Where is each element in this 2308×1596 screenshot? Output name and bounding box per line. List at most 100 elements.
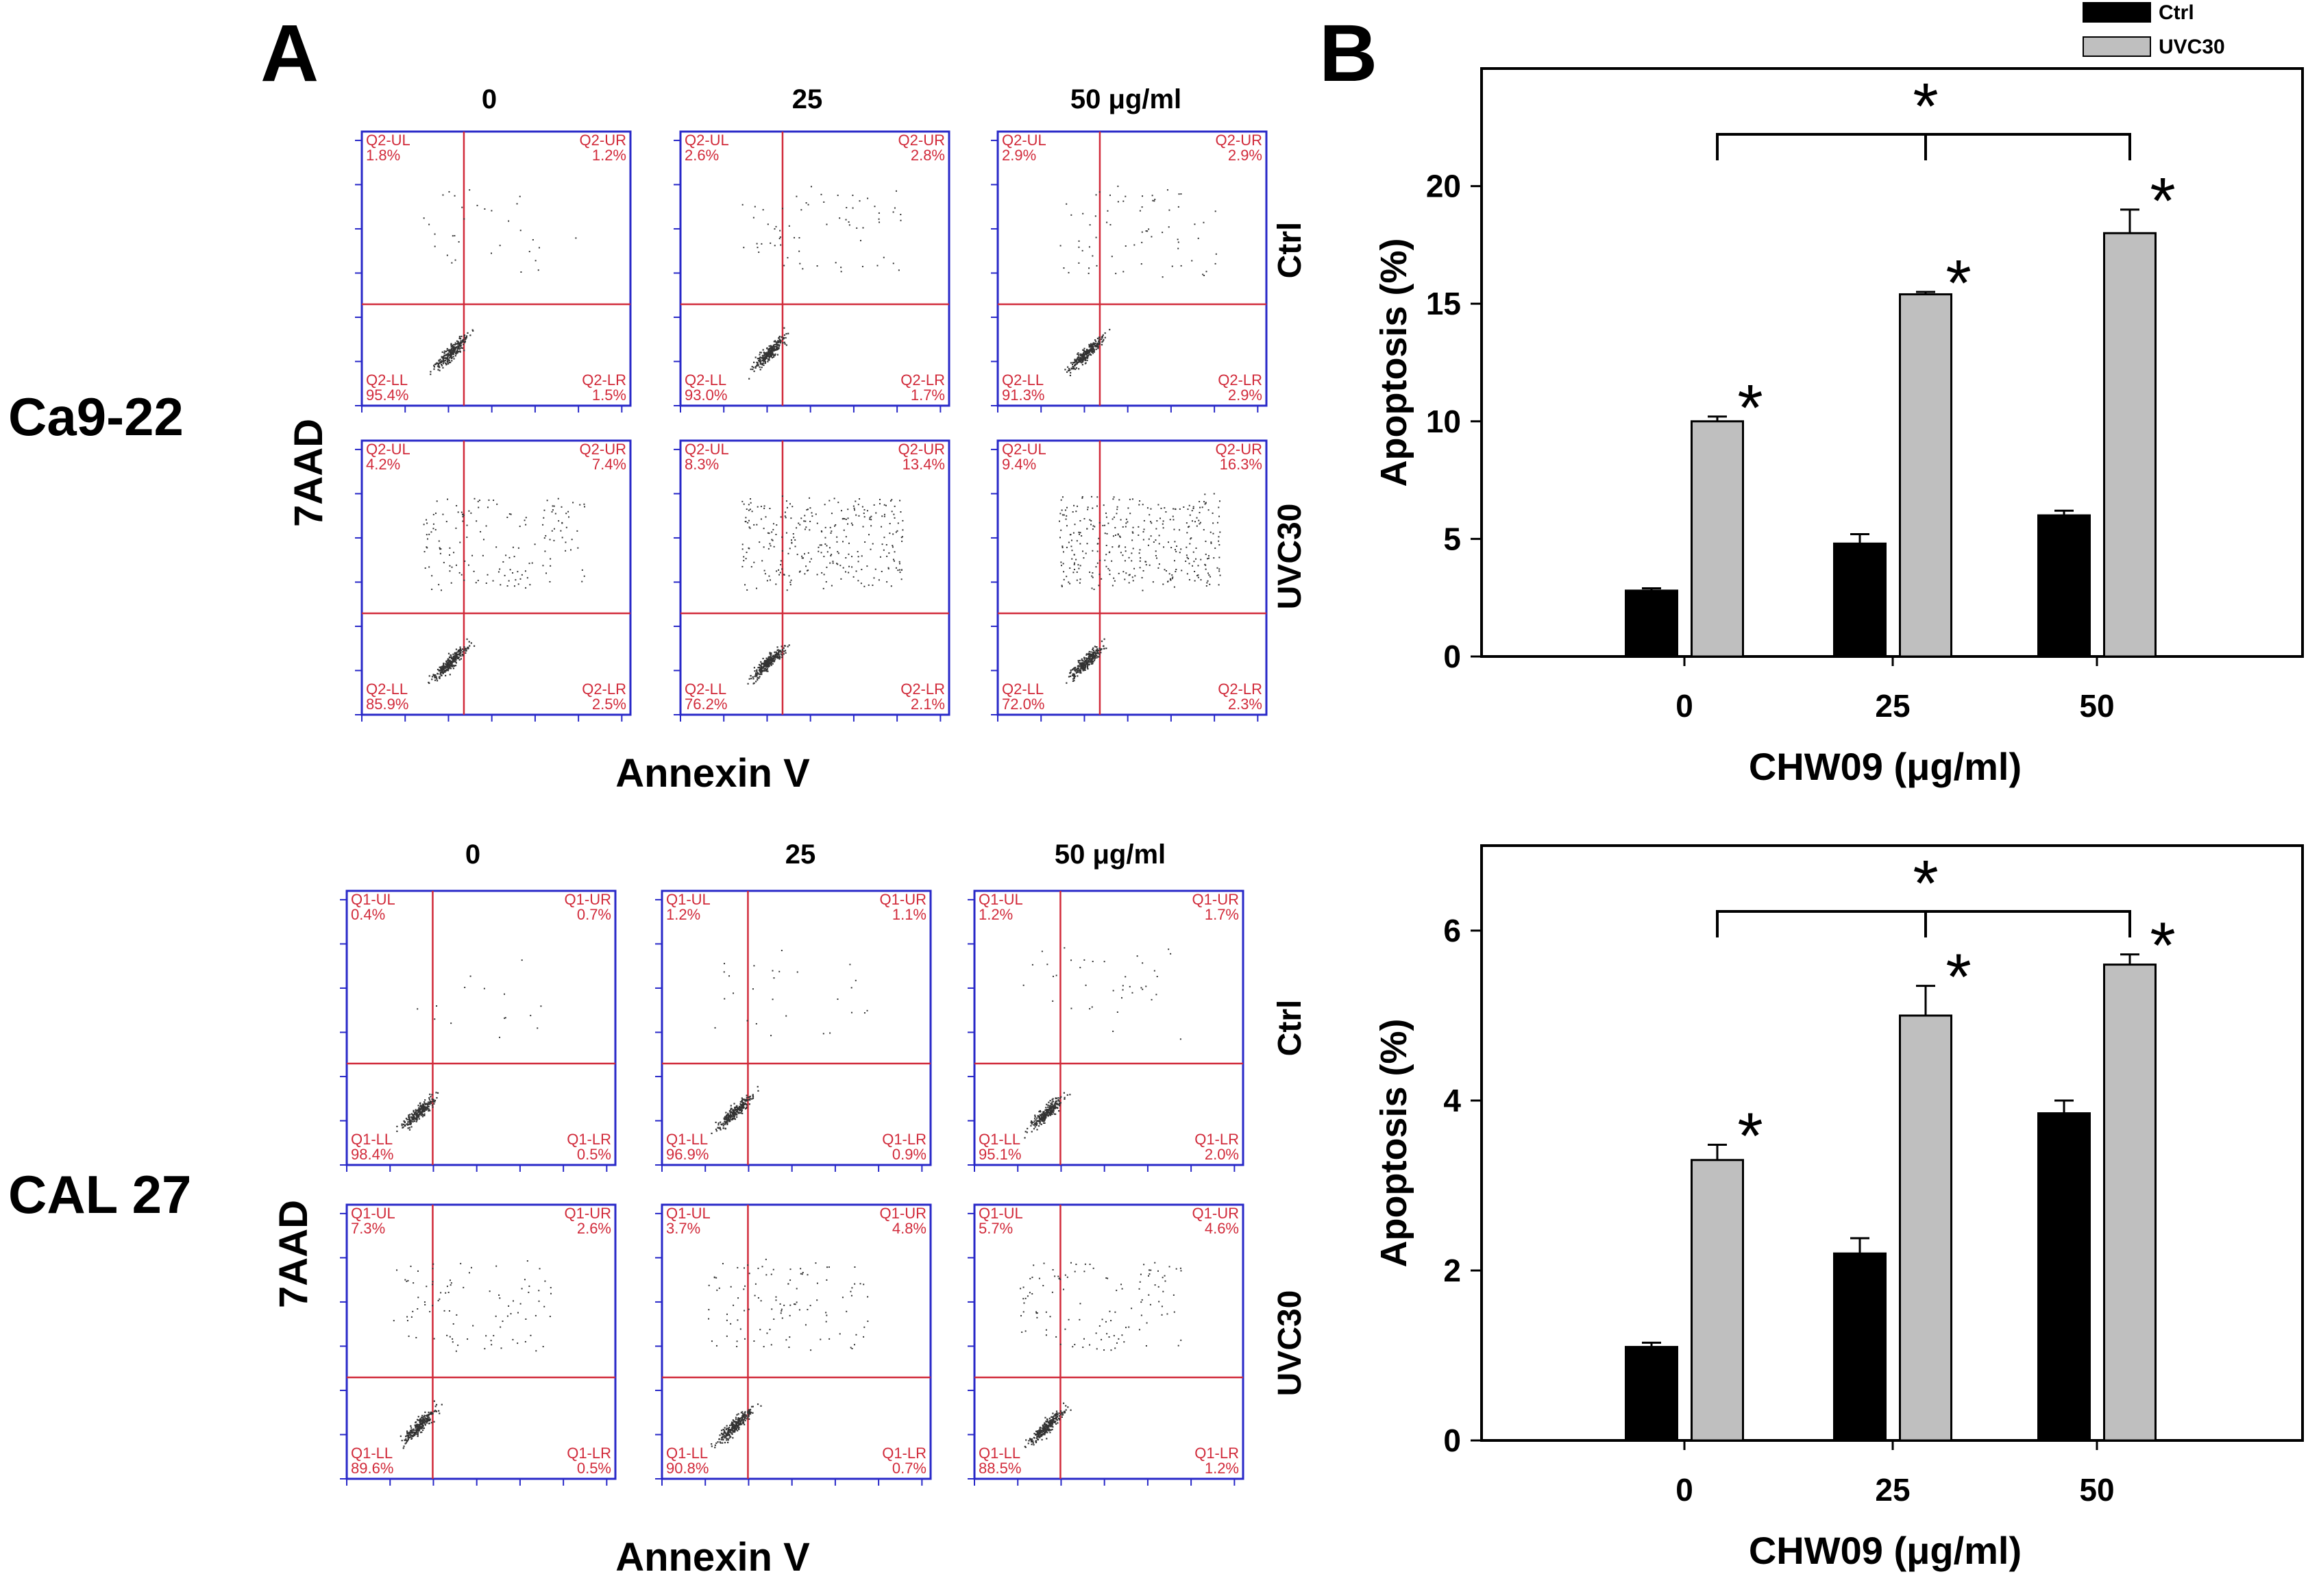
flow-event: [1022, 1311, 1024, 1313]
flow-event: [424, 567, 426, 569]
flow-event: [457, 656, 459, 659]
flow-event: [845, 536, 847, 538]
flow-event: [1152, 199, 1154, 201]
flow-event: [1145, 1345, 1147, 1347]
flow-event: [452, 1323, 454, 1325]
flow-event: [535, 1314, 537, 1316]
flow-event: [1092, 649, 1094, 652]
flow-event: [735, 1425, 737, 1427]
flow-event: [445, 363, 447, 365]
flow-event: [1022, 984, 1024, 986]
flow-event: [1187, 508, 1189, 511]
flow-event: [1086, 349, 1089, 352]
flow-event: [439, 369, 441, 371]
flow-event: [450, 661, 452, 663]
flow-event: [1084, 352, 1087, 354]
flow-event: [443, 1310, 445, 1312]
flow-plot-frame: [360, 130, 632, 407]
flow-event: [435, 363, 437, 365]
flow-event: [738, 1105, 741, 1107]
flow-event: [744, 584, 746, 586]
quadrant-percent: 16.3%: [1220, 456, 1262, 473]
flow-event: [759, 676, 761, 678]
flow-event: [743, 556, 745, 558]
flow-event: [424, 1416, 426, 1419]
flow-event: [736, 1414, 738, 1416]
flow-event: [1098, 648, 1101, 650]
flow-event: [771, 531, 773, 533]
flow-event: [408, 1121, 410, 1123]
flow-event: [772, 528, 774, 530]
flow-event: [411, 1118, 413, 1120]
flow-event: [1084, 359, 1086, 361]
flow-event: [1173, 560, 1175, 562]
flow-event: [1161, 1314, 1163, 1316]
flow-event: [1052, 1412, 1054, 1414]
flow-event: [745, 517, 747, 519]
flow-event: [439, 1298, 441, 1300]
flow-event: [757, 667, 759, 669]
flow-event: [800, 209, 802, 211]
flow-event: [1207, 555, 1210, 557]
flow-event: [447, 363, 450, 365]
flow-event: [885, 504, 887, 506]
flow-event: [747, 1416, 749, 1419]
flow-event: [1079, 533, 1081, 535]
flow-event: [1044, 1118, 1046, 1120]
flow-event: [748, 1103, 750, 1105]
flow-event: [1055, 1103, 1057, 1105]
flow-event: [452, 356, 454, 358]
flow-event: [499, 1036, 501, 1038]
flow-event: [859, 200, 861, 202]
flow-event: [452, 352, 454, 354]
flow-event: [1055, 1410, 1058, 1412]
flow-event: [796, 1288, 798, 1290]
x-tick-label: 50: [2079, 1472, 2114, 1508]
flow-event: [1083, 959, 1085, 961]
flow-event: [1154, 199, 1156, 201]
flow-event: [1098, 343, 1101, 345]
flow-event: [1060, 1412, 1063, 1414]
flow-event: [740, 1417, 742, 1419]
flow-event: [444, 667, 446, 669]
flow-event: [1039, 1433, 1041, 1435]
flow-event: [447, 353, 450, 356]
y-tick-label: 20: [1426, 169, 1461, 204]
flow-event: [770, 1273, 772, 1275]
flow-event: [732, 1109, 734, 1112]
quadrant-name: Q1-LL: [979, 1445, 1020, 1462]
flow-event: [1145, 230, 1147, 232]
flow-event: [1031, 1443, 1033, 1445]
flow-event: [443, 663, 445, 665]
flow-event: [850, 1290, 852, 1292]
flow-event: [854, 509, 856, 511]
flow-event: [823, 574, 825, 576]
flow-event: [768, 659, 770, 661]
flow-event: [1091, 656, 1094, 659]
flow-event: [519, 230, 521, 232]
flow-event: [447, 668, 450, 670]
flow-event: [1041, 1427, 1043, 1429]
flow-event: [1096, 337, 1099, 340]
flow-event: [1088, 659, 1090, 661]
flow-event: [1090, 663, 1092, 665]
flow-event: [807, 569, 809, 572]
flow-plot-events: [1022, 947, 1181, 1139]
flow-event: [761, 359, 763, 362]
flow-event: [1030, 1125, 1032, 1127]
flow-event: [1089, 572, 1091, 574]
flow-event: [406, 1316, 408, 1318]
flow-event: [783, 645, 786, 647]
flow-event: [1110, 1349, 1112, 1351]
flow-event: [1161, 1305, 1163, 1308]
flow-event: [1072, 367, 1074, 369]
flow-event: [432, 1099, 434, 1102]
flow-event: [763, 352, 765, 354]
flow-event: [1188, 563, 1190, 565]
flow-event: [1090, 658, 1092, 660]
flow-event: [842, 541, 844, 543]
flow-event: [1095, 194, 1097, 196]
flow-event: [409, 1114, 411, 1116]
legend-ctrl-label: Ctrl: [2159, 1, 2194, 24]
flow-event: [1072, 674, 1075, 676]
